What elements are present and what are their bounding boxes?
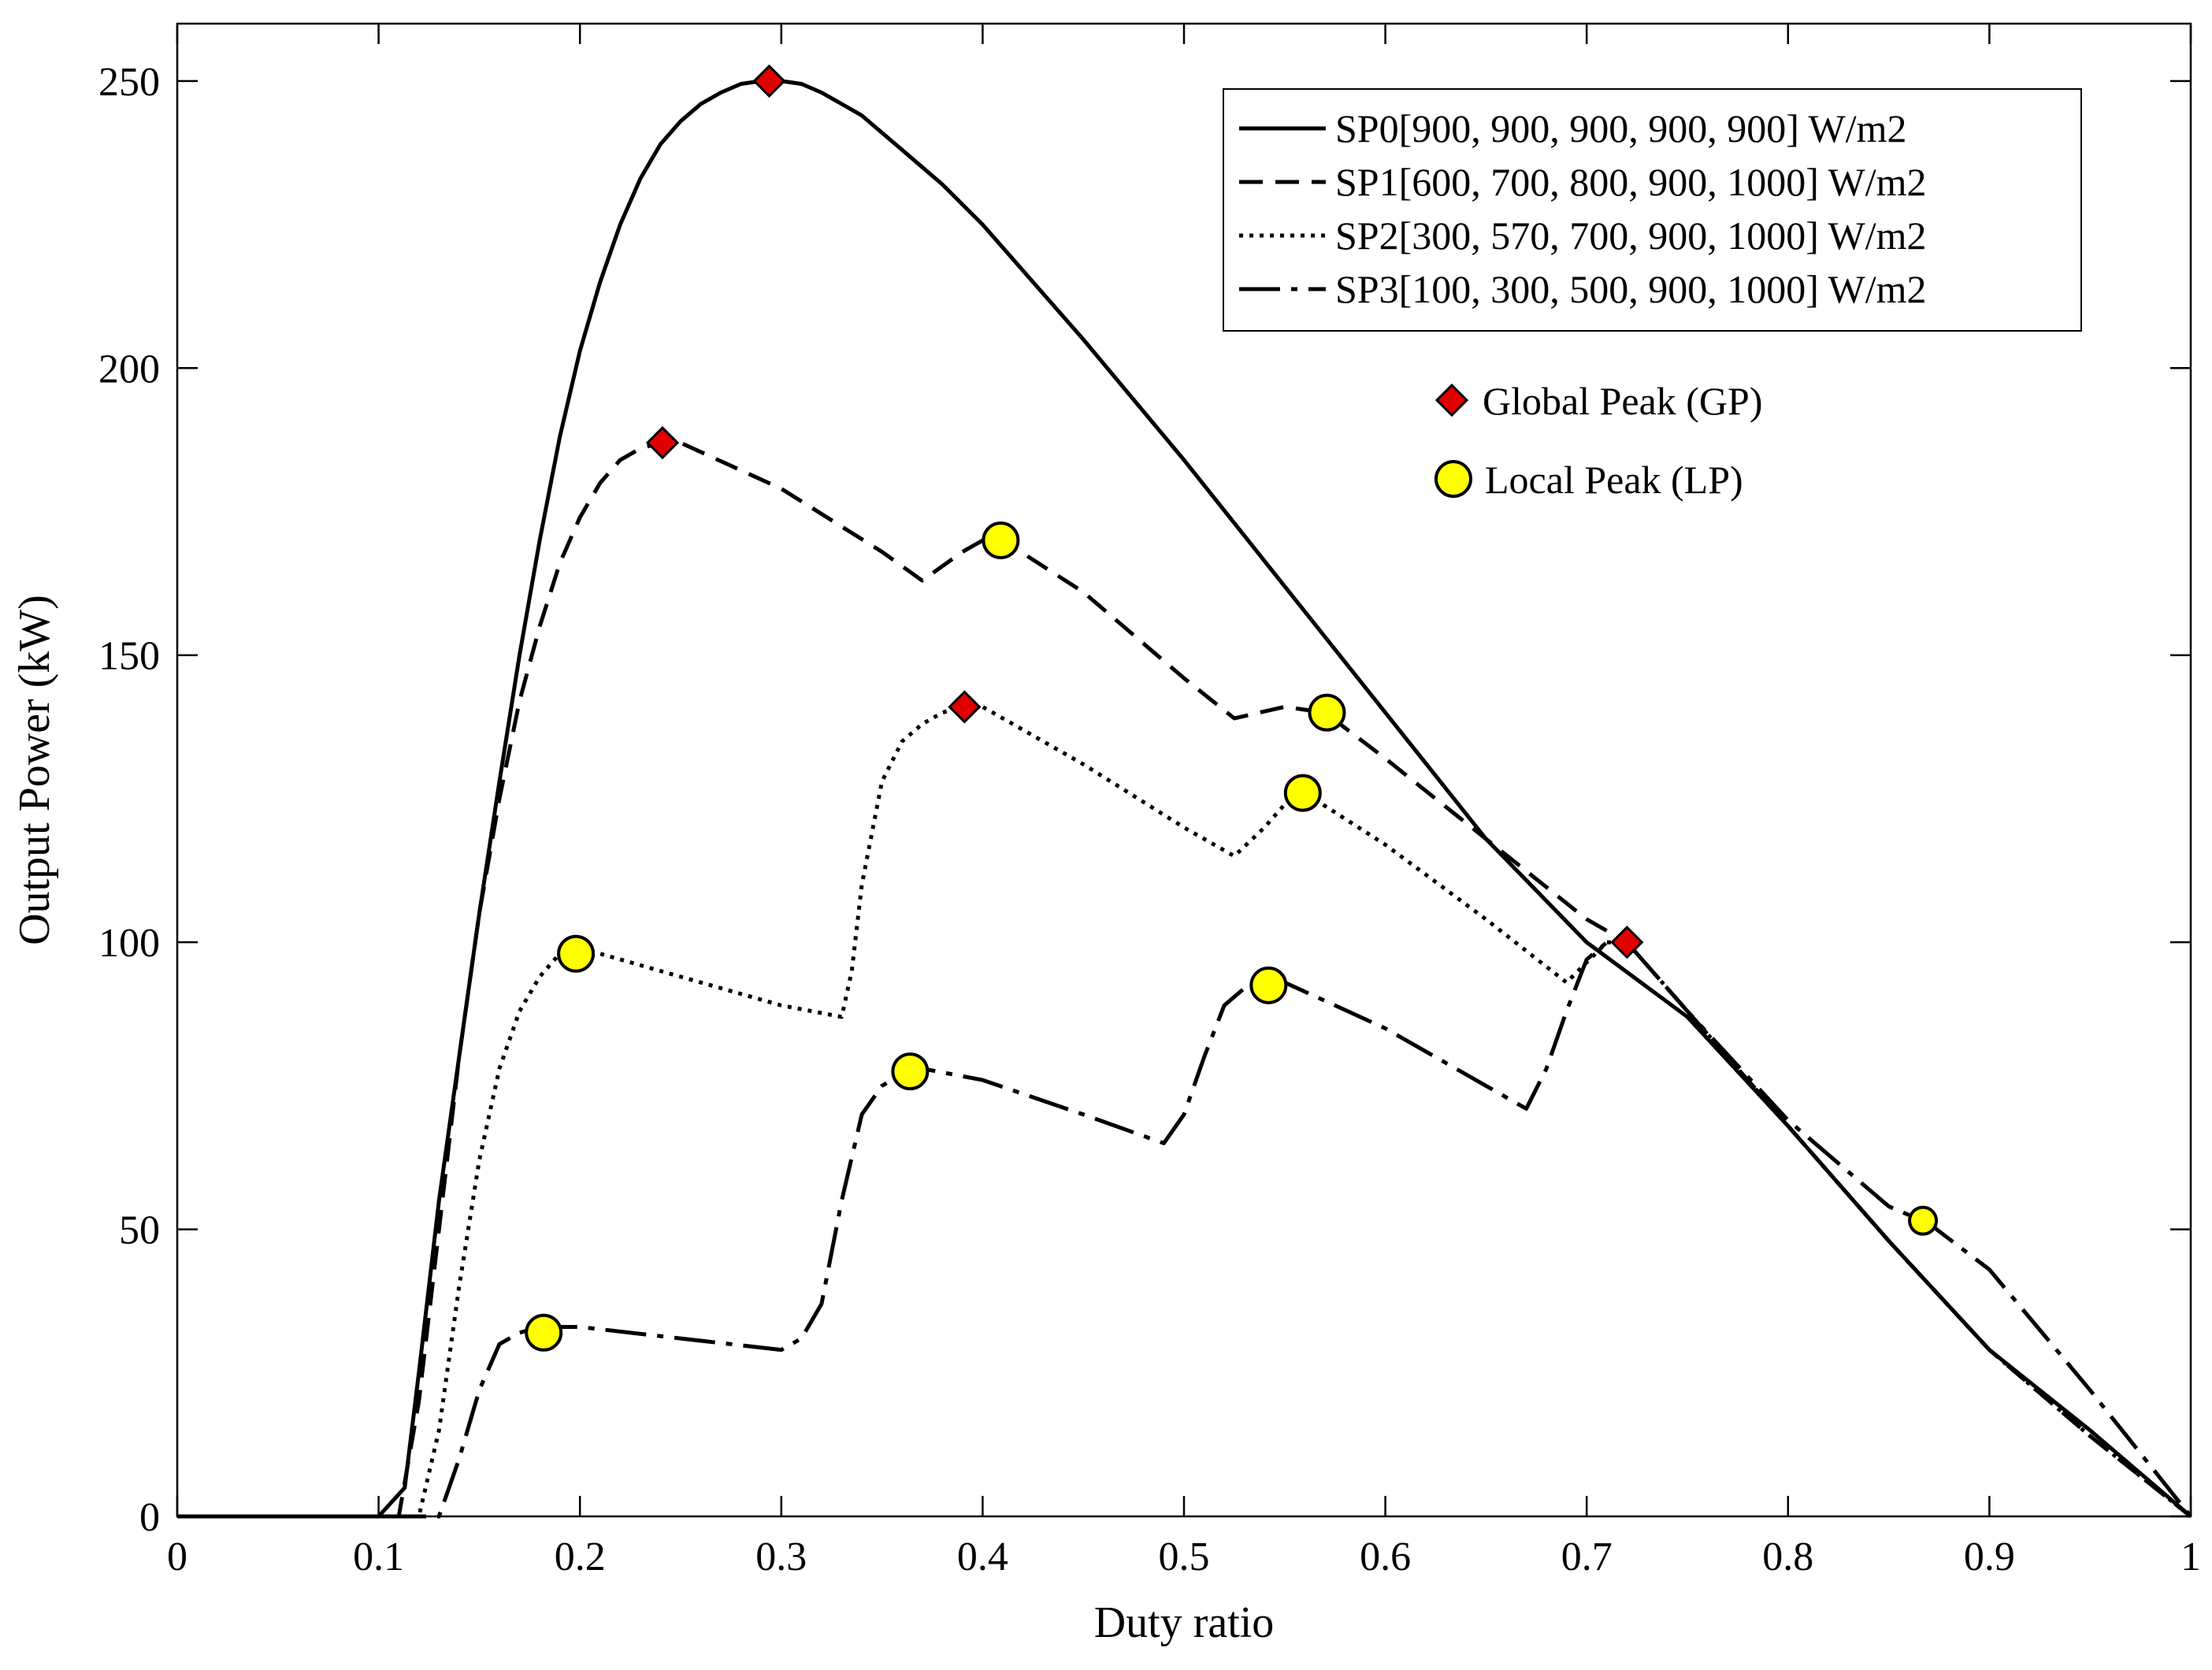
x-tick-label: 1 bbox=[2180, 1535, 2201, 1579]
local-peak-marker bbox=[1283, 774, 1322, 812]
legend-entry-sp0: SP0[900, 900, 900, 900, 900] W/m2 bbox=[1239, 106, 1907, 150]
legend-label-sp2: SP2[300, 570, 700, 900, 1000] W/m2 bbox=[1335, 213, 1927, 258]
local-peak-circle-icon bbox=[1434, 460, 1472, 498]
x-tick-label: 0.3 bbox=[755, 1535, 807, 1579]
local-peak-legend-label: Local Peak (LP) bbox=[1485, 458, 1743, 502]
marker-layer bbox=[525, 64, 1939, 1352]
y-tick-label: 100 bbox=[98, 921, 160, 966]
local-peak-marker bbox=[557, 934, 596, 973]
x-axis-label: Duty ratio bbox=[1094, 1598, 1275, 1647]
series-line-sp0 bbox=[177, 79, 2192, 1519]
legend-entry-sp3: SP3[100, 300, 500, 900, 1000] W/m2 bbox=[1239, 267, 1927, 311]
x-tick-label: 0.7 bbox=[1561, 1535, 1613, 1579]
x-tick-label: 0.5 bbox=[1159, 1535, 1210, 1579]
y-tick-label: 250 bbox=[98, 60, 160, 105]
legend-label-sp1: SP1[600, 700, 800, 900, 1000] W/m2 bbox=[1335, 160, 1927, 204]
x-tick-label: 0.6 bbox=[1360, 1535, 1411, 1579]
x-tick-label: 0.4 bbox=[957, 1535, 1008, 1579]
series-line-sp2 bbox=[177, 704, 2192, 1519]
x-tick-label: 0.2 bbox=[555, 1535, 606, 1579]
x-tick-label: 0.8 bbox=[1762, 1535, 1813, 1579]
legend-box bbox=[1223, 88, 2082, 332]
legend-entry-sp2: SP2[300, 570, 700, 900, 1000] W/m2 bbox=[1239, 213, 1927, 258]
legend-label-sp0: SP0[900, 900, 900, 900, 900] W/m2 bbox=[1335, 106, 1907, 150]
global-peak-marker bbox=[645, 425, 680, 460]
global-peak-marker bbox=[948, 690, 982, 724]
local-peak-marker bbox=[1308, 693, 1346, 732]
x-tick-label: 0.1 bbox=[353, 1535, 404, 1579]
y-tick-label: 150 bbox=[98, 634, 160, 679]
global-peak-marker bbox=[752, 64, 786, 98]
y-tick-label: 0 bbox=[139, 1495, 160, 1540]
local-peak-marker bbox=[1249, 966, 1288, 1004]
legend-label-sp3: SP3[100, 300, 500, 900, 1000] W/m2 bbox=[1335, 267, 1927, 311]
x-tick-label: 0 bbox=[167, 1535, 187, 1579]
y-tick-label: 50 bbox=[119, 1208, 160, 1253]
x-tick-label: 0.9 bbox=[1964, 1535, 2015, 1579]
y-tick-label: 200 bbox=[98, 347, 160, 392]
legend-entry-sp1: SP1[600, 700, 800, 900, 1000] W/m2 bbox=[1239, 160, 1927, 204]
local-peak-marker bbox=[891, 1052, 930, 1091]
series-line-sp3 bbox=[177, 940, 2192, 1519]
marker-legend-local-peak: Local Peak (LP) bbox=[1434, 458, 1743, 502]
global-peak-marker bbox=[1610, 926, 1644, 959]
legend: SP0[900, 900, 900, 900, 900] W/m2 SP1[60… bbox=[1223, 88, 2082, 332]
local-peak-marker bbox=[525, 1313, 563, 1352]
series-line-sp1 bbox=[177, 440, 2192, 1519]
local-peak-marker bbox=[1908, 1205, 1939, 1236]
tick-layer: 0 0.1 0.2 0.3 0.4 0.5 0.6 0.7 0.8 0.9 1 0 50 100 150 20… bbox=[98, 24, 2201, 1579]
global-peak-legend-label: Global Peak (GP) bbox=[1483, 379, 1763, 423]
local-peak-marker bbox=[982, 521, 1020, 559]
marker-legend-global-peak: Global Peak (GP) bbox=[1434, 379, 1763, 423]
marker-legend: Global Peak (GP) Local Peak (LP) bbox=[1434, 379, 1763, 502]
y-axis-label: Output Power (kW) bbox=[10, 595, 59, 945]
global-peak-diamond-icon bbox=[1434, 383, 1469, 418]
